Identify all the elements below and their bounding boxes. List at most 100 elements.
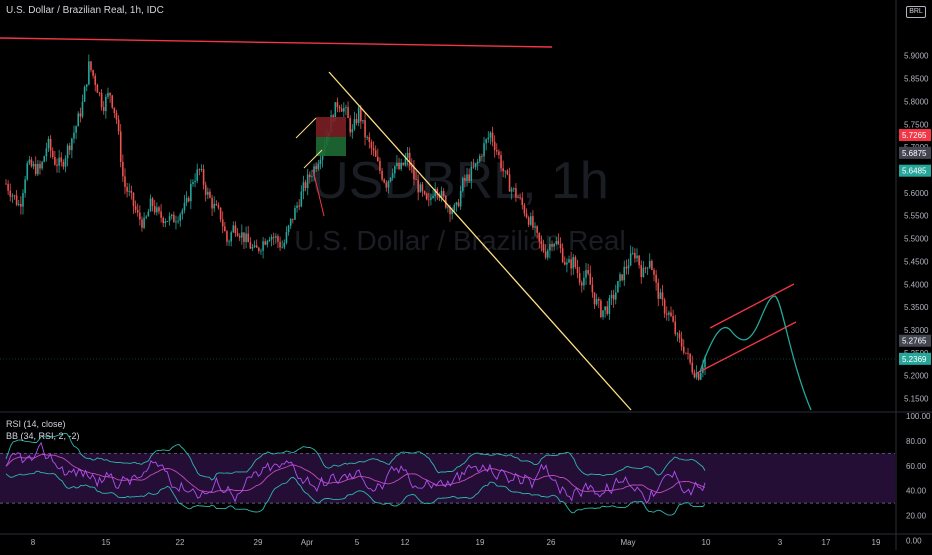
price-tick-label: 5.9000: [904, 52, 929, 61]
candle-body: [625, 266, 628, 269]
currency-badge[interactable]: BRL: [906, 6, 926, 18]
candle-body: [379, 161, 381, 171]
candle-body: [260, 250, 262, 252]
candle-body: [230, 232, 233, 242]
price-label-text: 5.2765: [902, 337, 927, 346]
candle-body: [247, 233, 250, 243]
candle-body: [92, 70, 94, 76]
candle-body: [319, 159, 322, 165]
candle-body: [54, 157, 56, 165]
candle-body: [192, 182, 194, 185]
candle-body: [253, 245, 256, 247]
candle-body: [512, 188, 515, 190]
candle-body: [28, 159, 31, 164]
candle-body: [517, 197, 519, 199]
red-projection-line: [312, 169, 325, 217]
candle-body: [311, 176, 313, 178]
candle-body: [211, 197, 213, 209]
candle-body: [546, 250, 549, 258]
candle-body: [555, 241, 558, 244]
candle-body: [313, 166, 315, 177]
time-tick-label: 12: [401, 538, 410, 547]
candle-body: [508, 174, 511, 192]
candle-body: [568, 259, 570, 263]
candle-body: [315, 166, 317, 169]
candle-body: [34, 163, 37, 175]
candle-body: [372, 148, 375, 151]
candle-body: [634, 252, 636, 259]
candle-body: [502, 168, 504, 172]
candle-body: [676, 333, 679, 335]
candle-body: [107, 92, 109, 97]
candle-body: [226, 231, 228, 242]
rsi-tick-label: 20.00: [906, 512, 927, 521]
candle-body: [22, 193, 24, 207]
candle-body: [642, 267, 645, 278]
candle-body: [406, 152, 409, 159]
candle-body: [94, 75, 97, 85]
candle-body: [234, 225, 237, 234]
candle-body: [168, 216, 171, 222]
candle-body: [283, 242, 286, 248]
candle-body: [627, 265, 630, 269]
candle-body: [617, 281, 619, 293]
candle-body: [655, 274, 657, 283]
price-tick-label: 5.8000: [904, 97, 929, 106]
candle-body: [156, 207, 158, 213]
candle-body: [680, 338, 683, 347]
candle-body: [704, 357, 706, 368]
candle-body: [442, 191, 445, 197]
candle-body: [49, 138, 52, 151]
candle-body: [576, 266, 579, 274]
candle-body: [209, 191, 211, 198]
candle-body: [515, 188, 517, 198]
candle-body: [631, 252, 634, 254]
candle-body: [190, 184, 192, 202]
time-tick-label: 17: [822, 538, 831, 547]
candle-body: [432, 196, 434, 198]
candle-body: [281, 247, 284, 249]
candle-body: [219, 207, 222, 220]
candle-body: [302, 182, 305, 192]
candle-body: [451, 210, 453, 215]
candle-body: [109, 92, 111, 96]
candle-body: [425, 193, 428, 200]
flag-line: [295, 117, 317, 139]
candle-body: [338, 107, 341, 109]
candle-body: [453, 204, 456, 211]
candle-body: [183, 202, 186, 211]
candle-body: [478, 156, 481, 162]
candle-body: [292, 218, 294, 220]
candle-body: [149, 198, 152, 212]
candle-body: [177, 220, 179, 222]
candle-body: [217, 205, 220, 208]
price-label-text: 5.6485: [902, 167, 927, 176]
candle-body: [570, 259, 572, 269]
candle-body: [364, 120, 366, 138]
candle-body: [20, 203, 22, 207]
price-label-bg: [899, 129, 931, 142]
candle-body: [394, 166, 396, 174]
rsi-legend-bb: BB (34, RSI, 2, -2): [6, 431, 80, 441]
candle-body: [100, 93, 103, 108]
candle-body: [228, 241, 230, 243]
candle-body: [60, 157, 63, 162]
candle-body: [621, 274, 623, 281]
price-tick-label: 5.2000: [904, 372, 929, 381]
candle-body: [623, 266, 626, 281]
candle-body: [132, 192, 135, 206]
candle-body: [566, 262, 568, 265]
candle-body: [491, 132, 494, 142]
candle-body: [296, 205, 298, 209]
time-tick-label: 5: [355, 538, 360, 547]
candle-body: [262, 241, 264, 251]
candle-body: [279, 241, 281, 248]
candle-body: [585, 270, 587, 278]
candle-body: [597, 299, 600, 301]
candle-body: [105, 96, 107, 112]
candle-body: [695, 373, 698, 378]
candle-body: [213, 203, 216, 209]
price-label-bg: [899, 164, 931, 177]
